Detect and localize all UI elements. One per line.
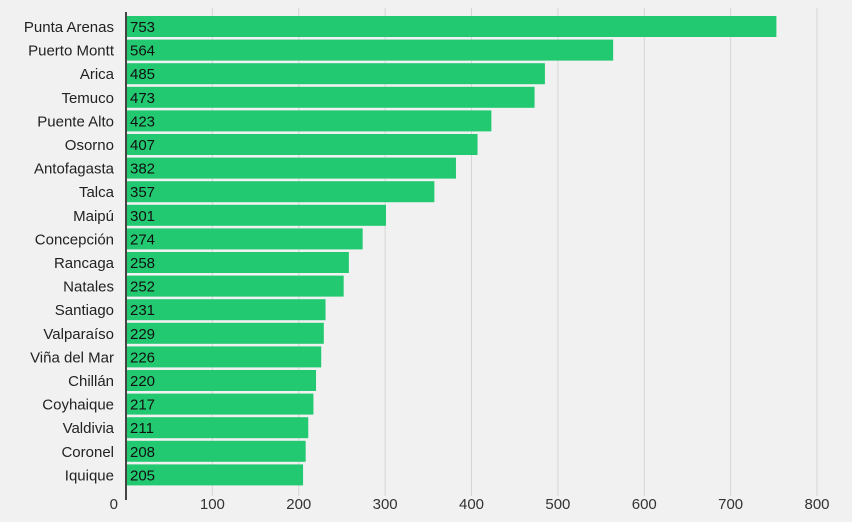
category-label: Natales <box>63 279 114 296</box>
bar <box>126 228 363 250</box>
value-label: 208 <box>130 444 155 461</box>
category-label: Osorno <box>65 137 114 154</box>
bar <box>126 299 326 321</box>
bar <box>126 275 344 297</box>
value-label: 407 <box>130 137 155 154</box>
category-label: Maipú <box>73 208 114 225</box>
category-label: Valdivia <box>63 420 115 437</box>
category-label: Puente Alto <box>37 113 114 130</box>
category-label: Chillán <box>68 373 114 390</box>
bar <box>126 134 478 155</box>
value-labels: 753 564 485 473 423 407 382 357 301 274 258 252 231 2… <box>130 19 155 484</box>
bars <box>126 16 777 486</box>
x-tick-label: 700 <box>718 496 743 513</box>
value-label: 220 <box>130 373 155 390</box>
category-label: Talca <box>79 184 115 201</box>
bar <box>126 252 349 273</box>
bar <box>126 86 535 108</box>
category-label: Coyhaique <box>42 397 114 414</box>
x-tick-label: 300 <box>373 496 398 513</box>
bar <box>126 39 614 61</box>
x-tick-labels: 0 100 200 300 400 500 600 700 800 <box>110 496 830 513</box>
value-label: 258 <box>130 255 155 272</box>
x-tick-label: 500 <box>545 496 570 513</box>
value-label: 564 <box>130 43 155 60</box>
bar <box>126 181 435 203</box>
category-label: Santiago <box>55 302 114 319</box>
category-label: Iquique <box>65 467 114 484</box>
bar <box>126 16 777 37</box>
value-label: 473 <box>130 90 155 107</box>
category-label: Antofagasta <box>34 161 115 178</box>
x-tick-label: 100 <box>200 496 225 513</box>
value-label: 205 <box>130 467 155 484</box>
category-label: Puerto Montt <box>28 43 115 60</box>
category-label: Valparaíso <box>43 326 114 343</box>
bar <box>126 322 324 344</box>
bar <box>126 417 309 439</box>
value-label: 753 <box>130 19 155 36</box>
category-labels: Punta Arenas Puerto Montt Arica Temuco Puent… <box>24 19 115 484</box>
value-label: 357 <box>130 184 155 201</box>
bar <box>126 393 314 415</box>
category-label: Coronel <box>61 444 114 461</box>
bar <box>126 157 456 179</box>
bar <box>126 370 317 391</box>
value-label: 301 <box>130 208 155 225</box>
category-label: Rancaga <box>54 255 115 272</box>
bar <box>126 110 492 132</box>
bar <box>126 440 306 462</box>
bar <box>126 63 545 85</box>
value-label: 231 <box>130 302 155 319</box>
category-label: Punta Arenas <box>24 19 114 36</box>
value-label: 382 <box>130 161 155 178</box>
category-label: Arica <box>80 66 115 83</box>
x-tick-label: 0 <box>110 496 118 513</box>
bar <box>126 346 322 368</box>
value-label: 485 <box>130 66 155 83</box>
value-label: 217 <box>130 397 155 414</box>
value-label: 211 <box>130 420 154 437</box>
x-tick-label: 200 <box>286 496 311 513</box>
bar <box>126 204 386 226</box>
x-tick-label: 400 <box>459 496 484 513</box>
x-tick-label: 800 <box>804 496 829 513</box>
value-label: 274 <box>130 231 155 248</box>
category-label: Temuco <box>61 90 114 107</box>
bar <box>126 464 304 486</box>
value-label: 423 <box>130 113 155 130</box>
category-label: Concepción <box>35 231 114 248</box>
value-label: 252 <box>130 279 155 296</box>
value-label: 226 <box>130 349 155 366</box>
category-label: Viña del Mar <box>30 349 114 366</box>
x-tick-label: 600 <box>632 496 657 513</box>
value-label: 229 <box>130 326 155 343</box>
